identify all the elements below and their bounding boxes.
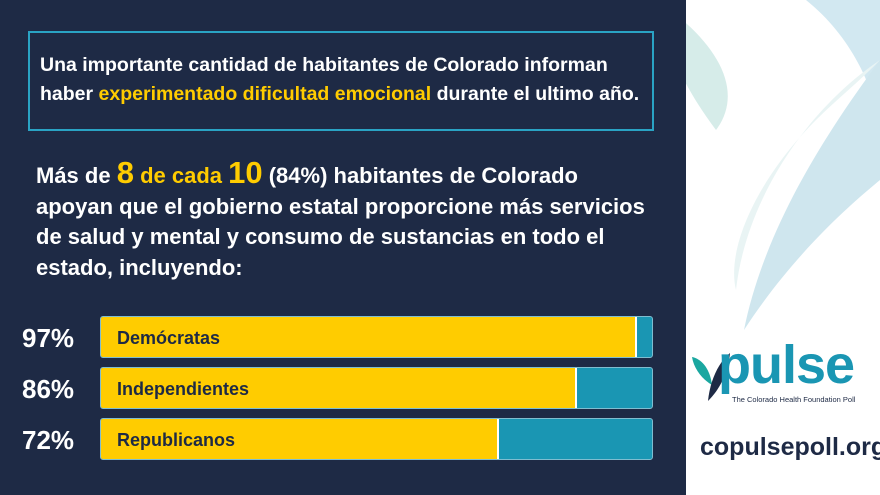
bar-track: Republicanos xyxy=(100,418,653,460)
headline-number-8: 8 xyxy=(116,155,134,190)
callout-text-before: Una importante cantidad de habitantes de… xyxy=(40,54,608,105)
bar-category-label: Demócratas xyxy=(117,328,221,348)
bar xyxy=(101,317,637,357)
bar-category-label: Independientes xyxy=(117,379,250,399)
bar-track: Independientes xyxy=(100,367,653,409)
bar-row: 72% Republicanos xyxy=(0,418,686,462)
callout-text: Una importante cantidad de habitantes de… xyxy=(40,51,642,109)
leaf-shape-4 xyxy=(744,60,880,330)
headline-number-10: 10 xyxy=(228,155,263,190)
pulse-logo: pulse The Colorado Health Foundation Pol… xyxy=(688,335,873,409)
bar-row: 97% Demócratas xyxy=(0,316,686,360)
headline-part-3: (84%) habitantes de Colorado apoyan que … xyxy=(36,163,645,280)
callout-box: Una importante cantidad de habitantes de… xyxy=(28,31,654,131)
bar xyxy=(101,368,577,408)
pulse-leaf-icon xyxy=(692,353,730,401)
bar-row: 86% Independientes xyxy=(0,367,686,411)
bar-value-label: 86% xyxy=(22,374,75,404)
leaf-shape-1 xyxy=(686,23,728,130)
bar-value-label: 97% xyxy=(22,323,75,353)
bar-track: Demócratas xyxy=(100,316,653,358)
bar-value-label: 72% xyxy=(22,425,75,455)
callout-highlight: experimentado dificultad emocional xyxy=(98,83,432,105)
headline: Más de 8 de cada 10 (84%) habitantes de … xyxy=(36,155,656,283)
main-panel: Una importante cantidad de habitantes de… xyxy=(0,0,686,495)
callout-text-after: durante el ultimo año. xyxy=(431,83,640,105)
pulse-tagline: The Colorado Health Foundation Poll xyxy=(732,395,856,404)
decorative-leaf-shapes xyxy=(686,0,880,330)
bar xyxy=(101,419,499,459)
site-url[interactable]: copulsepoll.org xyxy=(700,433,880,461)
bar-category-label: Republicanos xyxy=(117,430,236,450)
headline-part-2: de cada xyxy=(133,163,229,188)
pulse-wordmark: pulse xyxy=(718,335,855,395)
leaf-shape-2 xyxy=(806,0,880,140)
headline-part-1: Más de xyxy=(36,163,117,188)
